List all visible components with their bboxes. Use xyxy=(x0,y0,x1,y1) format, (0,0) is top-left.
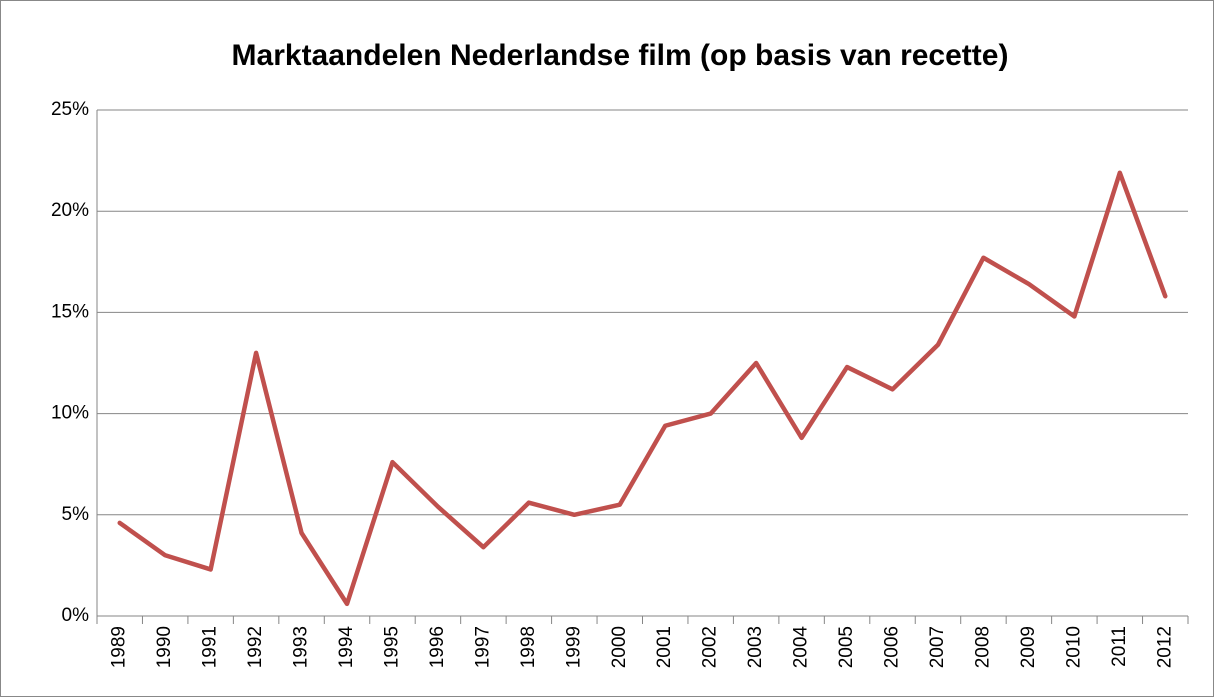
x-tick-label: 2002 xyxy=(700,626,721,668)
y-tick-label: 15% xyxy=(51,301,89,322)
y-tick-label: 0% xyxy=(62,605,90,626)
x-tick-label: 1990 xyxy=(154,626,175,668)
x-tick-label: 2004 xyxy=(791,626,812,669)
x-tick-label: 2000 xyxy=(609,626,630,668)
x-tick-label: 2003 xyxy=(745,626,766,668)
x-tick-label: 1997 xyxy=(472,626,493,668)
y-tick-label: 10% xyxy=(51,403,89,424)
x-tick-label: 2011 xyxy=(1109,626,1130,667)
x-tick-label: 2005 xyxy=(836,626,857,668)
x-tick-label: 1993 xyxy=(291,626,312,668)
x-tick-label: 2001 xyxy=(654,626,675,668)
x-tick-label: 1998 xyxy=(518,626,539,668)
x-tick-label: 1992 xyxy=(245,626,266,668)
y-tick-label: 20% xyxy=(51,200,89,221)
x-tick-label: 1999 xyxy=(563,626,584,668)
x-tick-label: 2009 xyxy=(1018,626,1039,668)
x-tick-label: 1995 xyxy=(381,626,402,668)
x-tick-label: 2006 xyxy=(882,626,903,668)
y-tick-label: 25% xyxy=(51,99,89,120)
x-tick-label: 2012 xyxy=(1154,626,1175,668)
x-tick-label: 2007 xyxy=(927,626,948,668)
y-tick-label: 5% xyxy=(62,504,90,525)
line-series xyxy=(117,170,1168,607)
x-tick-label: 1994 xyxy=(336,626,357,669)
chart-title: Marktaandelen Nederlandse film (op basis… xyxy=(232,39,1009,72)
x-tick-label: 1991 xyxy=(200,626,221,668)
x-tick-label: 2010 xyxy=(1063,626,1084,668)
x-tick-label: 2008 xyxy=(972,626,993,668)
x-tick-label: 1989 xyxy=(109,626,130,668)
x-tick-label: 1996 xyxy=(427,626,448,668)
